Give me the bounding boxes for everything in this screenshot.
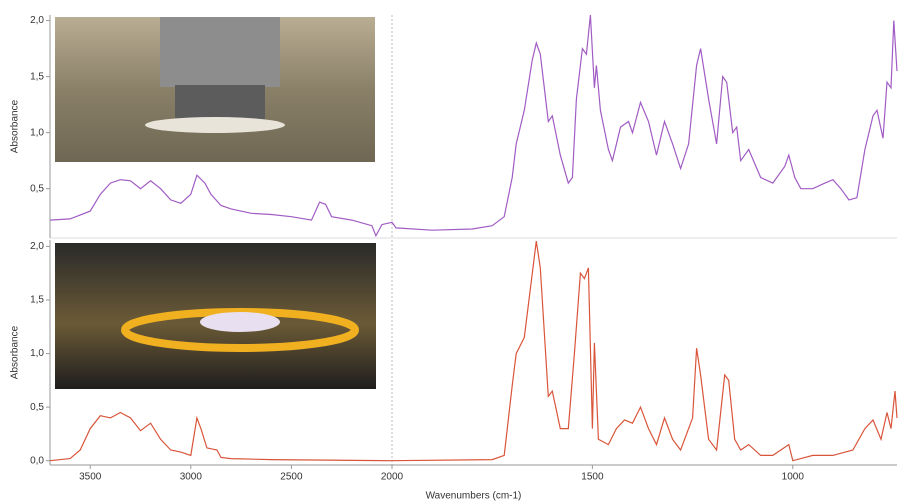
y-tick-label: 1,0 [30,348,44,359]
y-tick-label: 1,5 [30,71,44,82]
y-tick-label: 1,0 [30,127,44,138]
y-tick-label: 2,0 [30,241,44,252]
y-axis-label: Absorbance [10,99,21,153]
x-tick-label: 1000 [782,472,805,483]
y-tick-label: 0,5 [30,402,44,413]
y-tick-label: 2,0 [30,15,44,26]
spectrum-line [49,14,898,238]
x-tick-label: 2000 [381,472,404,483]
y-tick-label: 1,5 [30,295,44,306]
x-tick-label: 2500 [280,472,303,483]
photo-instrument [55,243,376,389]
x-tick-label: 3000 [180,472,203,483]
x-tick-label: 3500 [79,472,102,483]
spectrum-line [49,241,898,462]
x-tick-label: 1500 [581,472,604,483]
y-tick-label: 0,5 [30,183,44,194]
photo-sample [55,17,375,162]
y-axis-label: Absorbance [10,325,21,379]
y-tick-label: 0,0 [30,455,44,466]
x-axis-label: Wavenumbers (cm-1) [426,491,522,502]
